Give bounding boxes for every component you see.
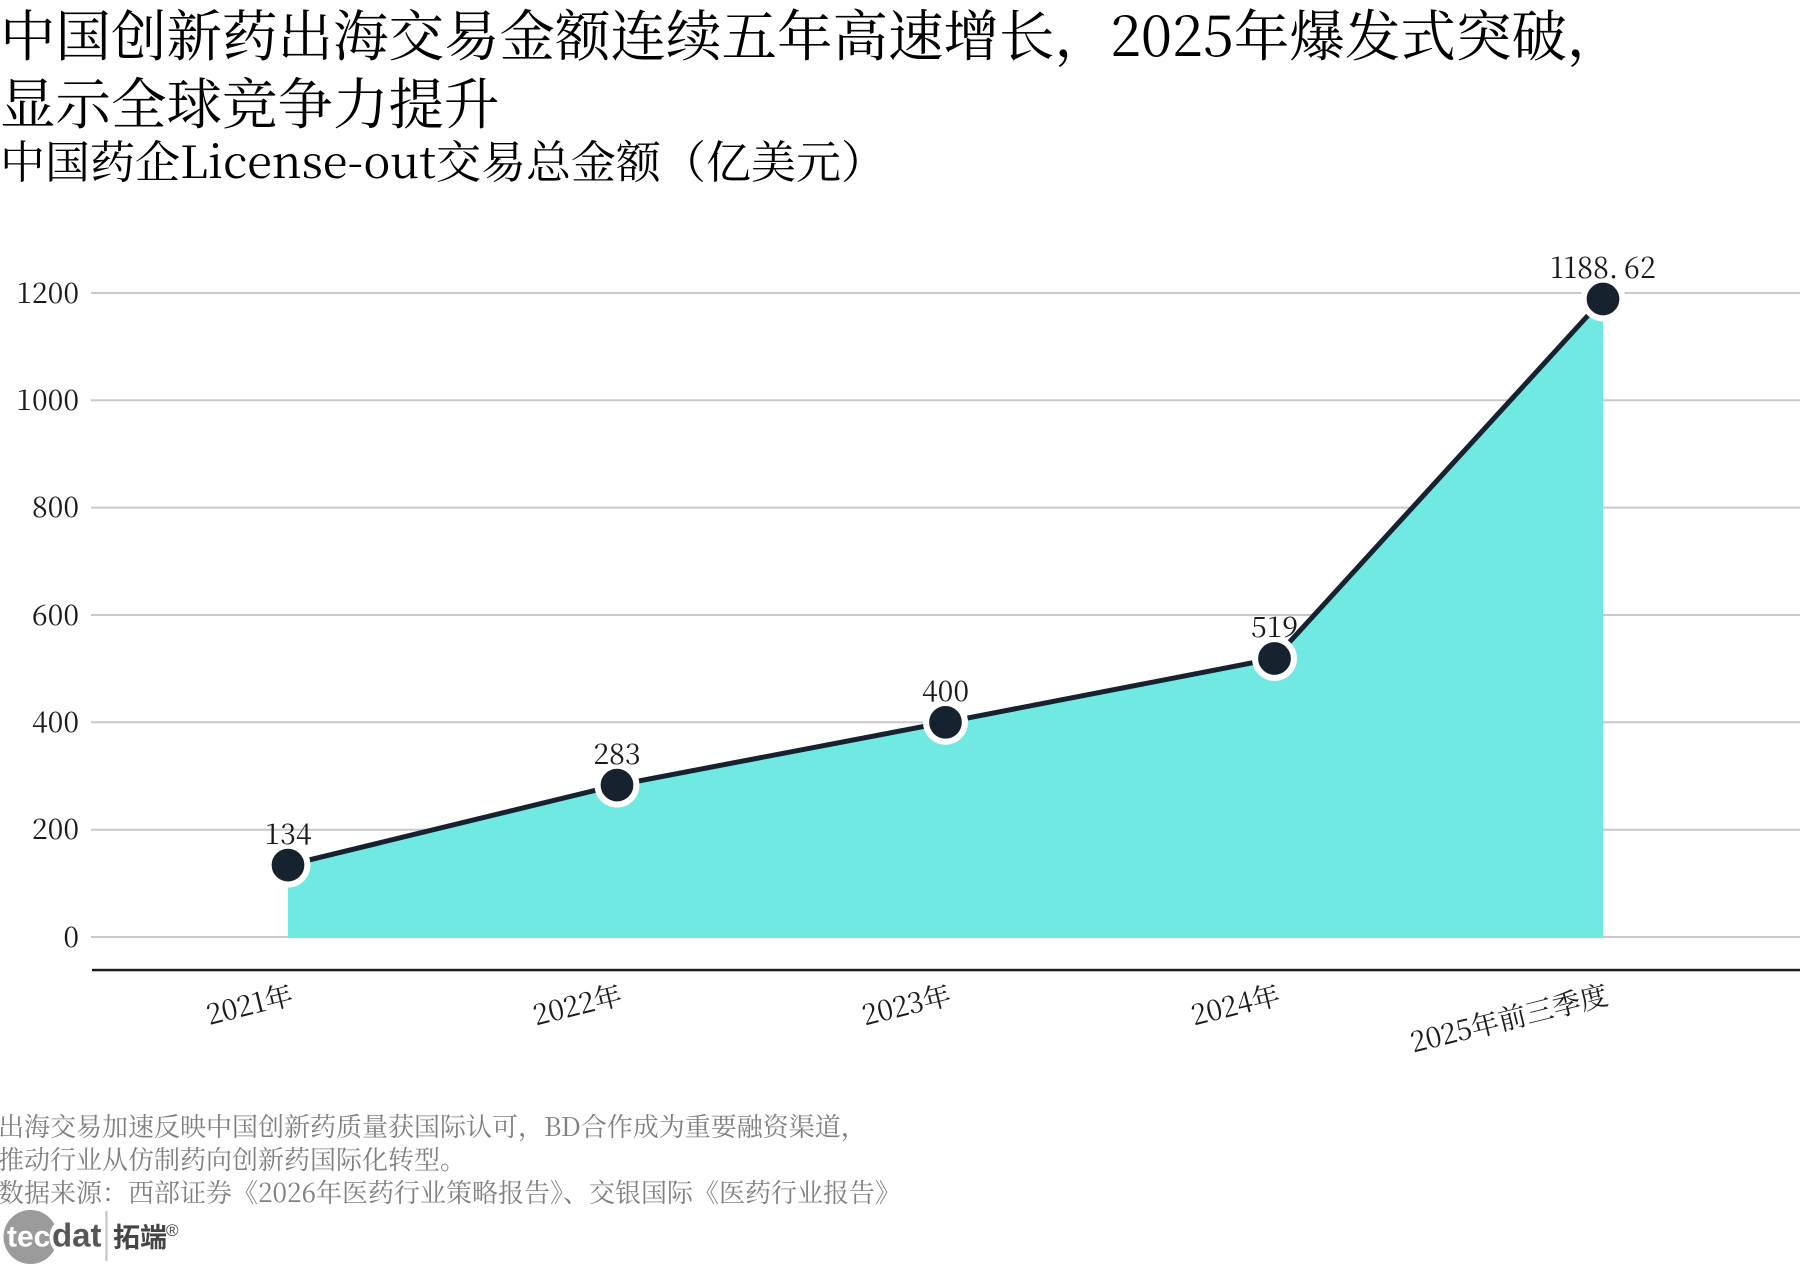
svg-text:®: ® bbox=[166, 1221, 179, 1240]
svg-text:拓端: 拓端 bbox=[113, 1216, 167, 1255]
svg-text:dat: dat bbox=[52, 1217, 102, 1254]
svg-text:tec: tec bbox=[7, 1221, 50, 1254]
